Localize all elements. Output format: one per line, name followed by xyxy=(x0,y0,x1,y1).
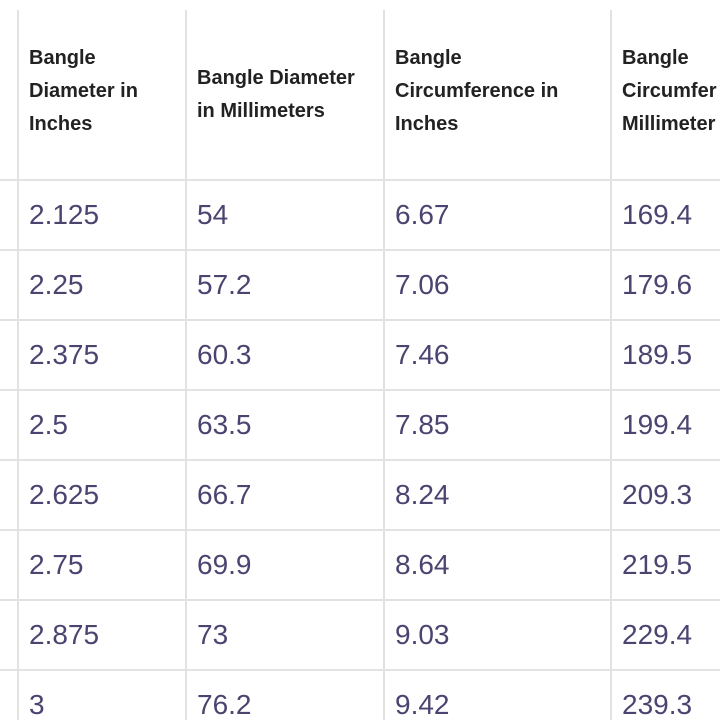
header-circumference-mm: Bangle Circumfer Millimeter xyxy=(611,10,720,181)
cell-circumference-mm: 219.5 xyxy=(611,530,720,601)
cell-circumference-mm: 239.3 xyxy=(611,670,720,720)
cell-diameter-inches: 3 xyxy=(18,670,187,720)
table-row: 3 76.2 9.42 239.3 xyxy=(0,670,720,720)
cell-diameter-inches: 2.25 xyxy=(18,250,187,321)
header-line: Inches xyxy=(395,113,459,135)
cell-diameter-inches: 2.375 xyxy=(18,320,187,391)
cell-diameter-mm: 54 xyxy=(186,180,385,251)
header-diameter-inches: Bangle Diameter in Inches xyxy=(18,10,187,181)
table-row: 2.875 73 9.03 229.4 xyxy=(0,600,720,671)
cell-circumference-mm: 189.5 xyxy=(611,320,720,391)
cell-diameter-mm: 60.3 xyxy=(186,320,385,391)
cell-diameter-mm: 76.2 xyxy=(186,670,385,720)
table-row: 2.125 54 6.67 169.4 xyxy=(0,180,720,251)
cell-circumference-inches: 7.85 xyxy=(384,390,612,461)
header-diameter-mm: Bangle Diameter in Millimeters xyxy=(186,10,385,181)
cell-diameter-inches: 2.625 xyxy=(18,460,187,531)
header-line: Diameter in xyxy=(29,80,138,102)
header-line: Bangle Diameter xyxy=(197,66,355,89)
table-row: 2.375 60.3 7.46 189.5 xyxy=(0,320,720,391)
cell-circumference-inches: 9.03 xyxy=(384,600,612,671)
cell-circumference-mm: 199.4 xyxy=(611,390,720,461)
row-stub xyxy=(0,390,19,461)
cell-circumference-mm: 229.4 xyxy=(611,600,720,671)
header-line: Bangle xyxy=(29,47,96,69)
table-row: 2.75 69.9 8.64 219.5 xyxy=(0,530,720,601)
row-stub xyxy=(0,460,19,531)
cell-diameter-mm: 63.5 xyxy=(186,390,385,461)
table-row: 2.625 66.7 8.24 209.3 xyxy=(0,460,720,531)
cell-circumference-inches: 8.64 xyxy=(384,530,612,601)
table-row: 2.25 57.2 7.06 179.6 xyxy=(0,250,720,321)
cell-diameter-inches: 2.125 xyxy=(18,180,187,251)
cell-circumference-inches: 7.06 xyxy=(384,250,612,321)
cell-diameter-inches: 2.5 xyxy=(18,390,187,461)
header-line: Circumference in xyxy=(395,80,559,102)
row-stub xyxy=(0,250,19,321)
row-stub xyxy=(0,670,19,720)
table-header-row: Bangle Diameter in Inches Bangle Diamete… xyxy=(0,10,720,181)
cell-diameter-mm: 66.7 xyxy=(186,460,385,531)
header-line: Bangle xyxy=(622,47,689,69)
cell-diameter-mm: 73 xyxy=(186,600,385,671)
header-line: Millimeter xyxy=(622,113,716,135)
table-header-stub xyxy=(0,10,19,181)
cell-diameter-inches: 2.875 xyxy=(18,600,187,671)
header-line: Circumfer xyxy=(622,80,717,102)
cell-circumference-mm: 169.4 xyxy=(611,180,720,251)
cell-diameter-inches: 2.75 xyxy=(18,530,187,601)
row-stub xyxy=(0,530,19,601)
header-line: Bangle xyxy=(395,47,462,69)
row-stub xyxy=(0,600,19,671)
header-line: in Millimeters xyxy=(197,99,325,122)
cell-circumference-mm: 209.3 xyxy=(611,460,720,531)
cell-circumference-inches: 9.42 xyxy=(384,670,612,720)
bangle-size-table: Bangle Diameter in Inches Bangle Diamete… xyxy=(0,10,720,720)
cell-circumference-mm: 179.6 xyxy=(611,250,720,321)
table-row: 2.5 63.5 7.85 199.4 xyxy=(0,390,720,461)
cell-circumference-inches: 7.46 xyxy=(384,320,612,391)
cell-circumference-inches: 6.67 xyxy=(384,180,612,251)
header-circumference-inches: Bangle Circumference in Inches xyxy=(384,10,612,181)
cell-diameter-mm: 69.9 xyxy=(186,530,385,601)
cell-diameter-mm: 57.2 xyxy=(186,250,385,321)
cell-circumference-inches: 8.24 xyxy=(384,460,612,531)
header-line: Inches xyxy=(29,113,93,135)
row-stub xyxy=(0,320,19,391)
row-stub xyxy=(0,180,19,251)
